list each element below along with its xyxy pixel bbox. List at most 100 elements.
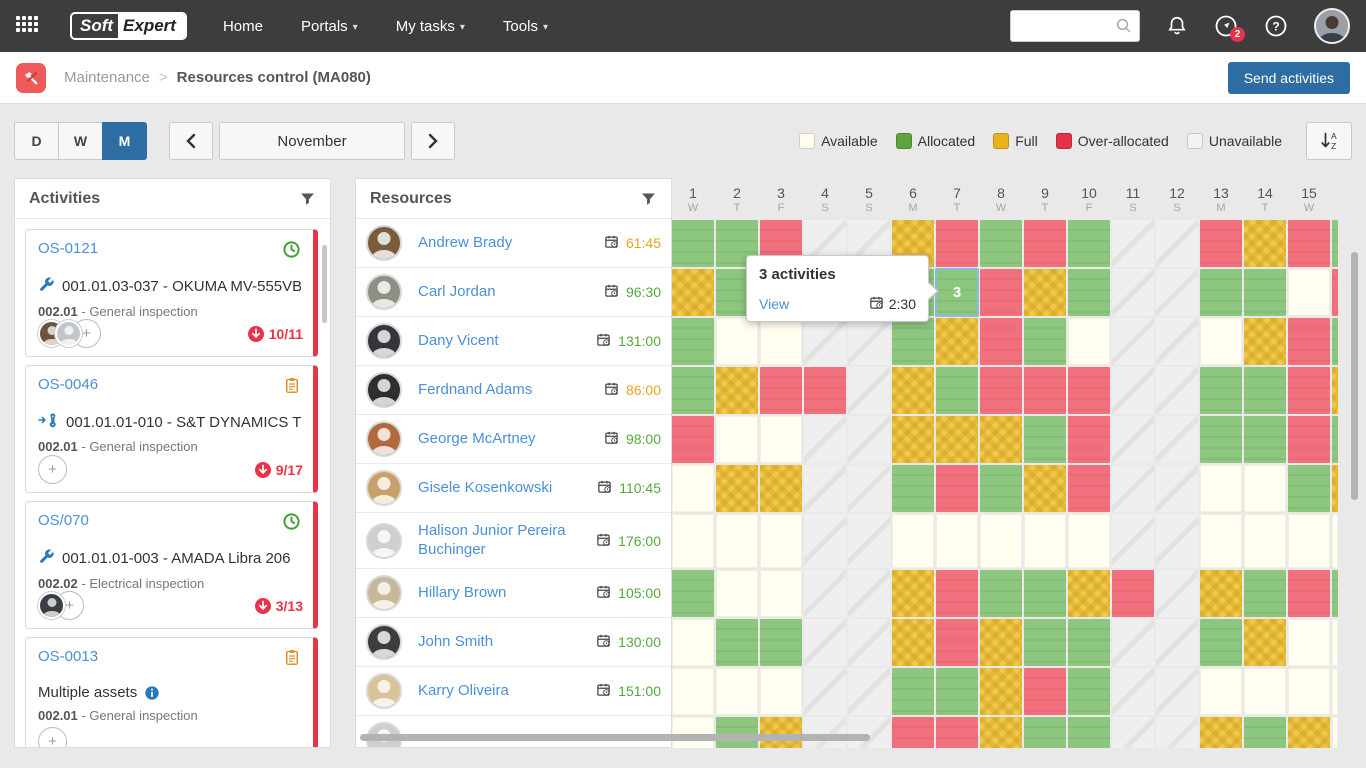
cell-allocated[interactable] <box>672 220 714 267</box>
nav-item-home[interactable]: Home <box>222 17 263 35</box>
cell-allocated[interactable] <box>716 619 758 666</box>
cell-available[interactable] <box>672 514 714 568</box>
cell-allocated[interactable] <box>936 367 978 414</box>
cell-over-allocated[interactable] <box>1288 570 1330 617</box>
assignee-avatar[interactable] <box>55 320 82 347</box>
cell-allocated[interactable] <box>980 570 1022 617</box>
activity-card-os-0046[interactable]: OS-0046 001.01.01-010 - S&T DYNAMICS T...… <box>25 365 318 493</box>
cell-over-allocated[interactable] <box>980 269 1022 316</box>
cell-available[interactable] <box>1200 465 1242 512</box>
cell-over-allocated[interactable] <box>936 570 978 617</box>
nav-item-portals[interactable]: Portals ▾ <box>300 17 358 35</box>
cell-available[interactable] <box>1068 514 1110 568</box>
cell-unavailable[interactable] <box>848 619 890 666</box>
vertical-scrollbar[interactable] <box>1351 252 1358 500</box>
cell-over-allocated[interactable] <box>1068 416 1110 463</box>
cell-unavailable[interactable] <box>804 717 846 748</box>
cell-over-allocated[interactable] <box>1200 220 1242 267</box>
activity-card-os-0121[interactable]: OS-0121 001.01.03-037 - OKUMA MV-555VB 002… <box>25 229 318 357</box>
cell-unavailable[interactable] <box>1112 318 1154 365</box>
add-assignee-button[interactable]: + <box>38 727 67 747</box>
cell-available[interactable] <box>716 416 758 463</box>
cell-over-allocated[interactable] <box>936 220 978 267</box>
cell-allocated[interactable] <box>1200 367 1242 414</box>
cell-unavailable[interactable] <box>1112 269 1154 316</box>
cell-allocated[interactable] <box>1244 570 1286 617</box>
cell-unavailable[interactable] <box>1112 717 1154 748</box>
cell-allocated[interactable] <box>1244 269 1286 316</box>
cell-allocated[interactable] <box>1024 717 1066 748</box>
cell-over-allocated[interactable] <box>1288 318 1330 365</box>
cell-allocated[interactable] <box>936 668 978 715</box>
cell-allocated[interactable] <box>1244 416 1286 463</box>
cell-allocated[interactable] <box>892 668 934 715</box>
cell-available[interactable] <box>716 570 758 617</box>
assignee-avatar[interactable] <box>38 592 65 619</box>
cell-unavailable[interactable] <box>848 367 890 414</box>
cell-available[interactable] <box>1024 514 1066 568</box>
cell-over-allocated[interactable] <box>1024 367 1066 414</box>
cell-full[interactable] <box>1244 318 1286 365</box>
cell-full[interactable] <box>1200 570 1242 617</box>
view-mode-d-button[interactable]: D <box>14 122 59 160</box>
cell-unavailable[interactable] <box>804 619 846 666</box>
cell-allocated[interactable] <box>1068 269 1110 316</box>
cell-unavailable[interactable] <box>848 668 890 715</box>
cell-allocated[interactable] <box>1200 619 1242 666</box>
cell-unavailable[interactable] <box>1112 668 1154 715</box>
cell-unavailable[interactable] <box>848 465 890 512</box>
cell-full[interactable] <box>980 619 1022 666</box>
resource-name-link[interactable]: Dany Vicent <box>418 331 499 349</box>
resource-name-link[interactable]: Andrew Brady <box>418 233 513 251</box>
cell-allocated[interactable] <box>1068 717 1110 748</box>
current-month-button[interactable]: November <box>219 122 405 160</box>
cell-available[interactable] <box>1244 668 1286 715</box>
cell-unavailable[interactable] <box>1112 416 1154 463</box>
cell-available[interactable] <box>1288 269 1330 316</box>
cell-available[interactable] <box>672 717 714 748</box>
cell-allocated[interactable] <box>1200 269 1242 316</box>
cell-allocated[interactable] <box>1024 416 1066 463</box>
cell-unavailable[interactable] <box>1112 514 1154 568</box>
cell-full[interactable] <box>980 717 1022 748</box>
activity-id-link[interactable]: OS-0013 <box>38 648 99 665</box>
cell-full[interactable] <box>1068 570 1110 617</box>
cell-available[interactable] <box>1288 514 1330 568</box>
cell-full[interactable] <box>936 416 978 463</box>
cell-available[interactable] <box>672 619 714 666</box>
cell-unavailable[interactable] <box>848 416 890 463</box>
resource-name-link[interactable]: Gisele Kosenkowski <box>418 478 553 496</box>
cell-unavailable[interactable] <box>1112 465 1154 512</box>
breadcrumb-section-link[interactable]: Maintenance <box>64 68 150 86</box>
cell-unavailable[interactable] <box>1156 619 1198 666</box>
send-activities-button[interactable]: Send activities <box>1227 61 1350 94</box>
cell-over-allocated[interactable] <box>980 318 1022 365</box>
tooltip-view-link[interactable]: View <box>759 296 790 312</box>
cell-available[interactable] <box>716 318 758 365</box>
notifications-bell-icon[interactable] <box>1166 15 1188 37</box>
cell-allocated[interactable] <box>672 367 714 414</box>
cell-over-allocated[interactable] <box>804 367 846 414</box>
cell-unavailable[interactable] <box>804 416 846 463</box>
cell-available[interactable] <box>980 514 1022 568</box>
cell-unavailable[interactable] <box>848 318 890 365</box>
cell-unavailable[interactable] <box>1156 717 1198 748</box>
cell-allocated[interactable] <box>892 318 934 365</box>
cell-unavailable[interactable] <box>1156 220 1198 267</box>
cell-full[interactable] <box>1288 717 1330 748</box>
cell-full[interactable] <box>980 416 1022 463</box>
resource-name-link[interactable]: Carl Jordan <box>418 282 496 300</box>
nav-item-tools[interactable]: Tools ▾ <box>502 17 548 35</box>
resource-name-link[interactable]: Karry Oliveira <box>418 681 509 699</box>
cell-full[interactable] <box>716 367 758 414</box>
cell-available[interactable] <box>716 514 758 568</box>
cell-available[interactable] <box>1200 514 1242 568</box>
cell-over-allocated[interactable] <box>672 416 714 463</box>
cell-full[interactable] <box>1244 220 1286 267</box>
cell-allocated[interactable] <box>672 318 714 365</box>
cell-full[interactable] <box>1024 465 1066 512</box>
activities-scrollbar[interactable] <box>322 245 327 323</box>
cell-full[interactable] <box>672 269 714 316</box>
cell-over-allocated[interactable] <box>1024 220 1066 267</box>
whats-new-icon[interactable]: 2 <box>1214 14 1245 42</box>
